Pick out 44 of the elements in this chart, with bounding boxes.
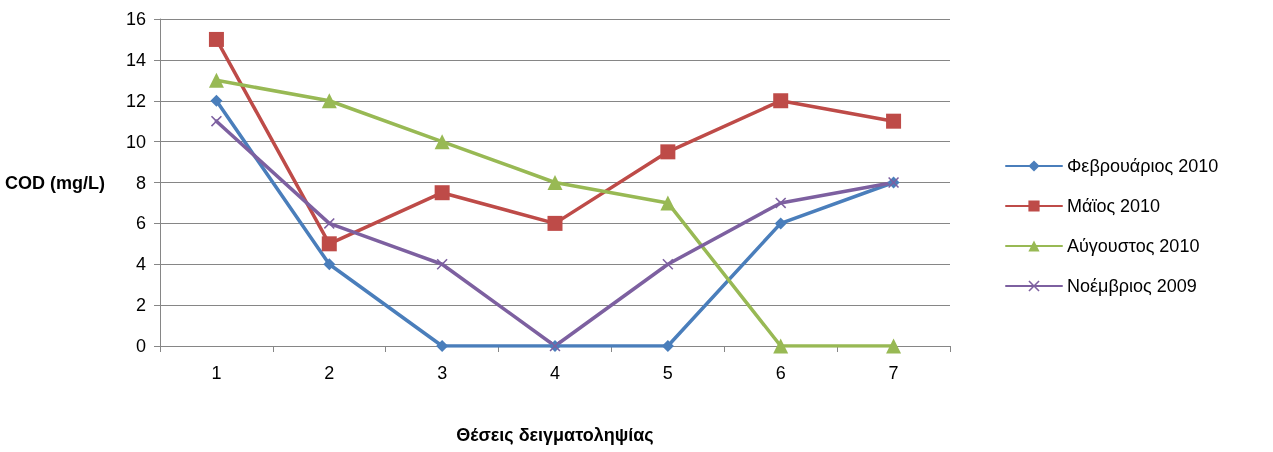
point — [660, 195, 676, 211]
point — [434, 134, 450, 150]
point — [886, 338, 902, 354]
x-tick-label: 7 — [888, 363, 899, 383]
x-tick-label: 4 — [549, 363, 561, 383]
y-tick-label: 8 — [135, 172, 146, 193]
point — [323, 217, 335, 229]
x-tick-label: 1 — [211, 363, 222, 383]
x-tick-label: 3 — [437, 363, 448, 383]
point — [662, 258, 674, 270]
x-tick-label: 2 — [324, 363, 335, 383]
point — [773, 93, 789, 109]
point — [660, 144, 676, 160]
point — [210, 115, 222, 127]
point — [547, 175, 563, 190]
y-axis-title: COD (mg/L) — [5, 172, 105, 193]
point — [321, 236, 337, 252]
y-tick-label: 2 — [135, 295, 146, 316]
point — [208, 72, 224, 88]
legend-label: Φεβρουάριος 2010 — [1067, 156, 1219, 176]
legend-label: Μάϊος 2010 — [1067, 196, 1161, 216]
y-tick-label: 0 — [135, 336, 146, 356]
y-tick-label: 12 — [125, 90, 146, 111]
legend-label: Νοέμβριος 2009 — [1067, 276, 1197, 296]
point — [886, 113, 902, 129]
point — [773, 338, 789, 354]
point — [436, 258, 448, 270]
y-tick-label: 4 — [135, 254, 146, 275]
point — [547, 215, 563, 231]
point — [774, 217, 787, 230]
y-tick-label: 6 — [135, 213, 146, 234]
y-tick-label: 14 — [125, 49, 146, 70]
x-tick-label: 5 — [662, 363, 673, 383]
point — [210, 94, 223, 107]
x-axis-title: Θέσεις δειγματοληψίας — [456, 425, 654, 445]
point — [323, 258, 336, 271]
legend-label: Αύγουστος 2010 — [1067, 236, 1200, 256]
y-tick-label: 10 — [125, 131, 146, 152]
point — [775, 197, 787, 209]
x-tick-label: 6 — [775, 363, 786, 383]
point — [321, 93, 337, 109]
y-tick-label: 16 — [125, 9, 146, 29]
point — [208, 31, 224, 47]
point — [434, 185, 450, 201]
